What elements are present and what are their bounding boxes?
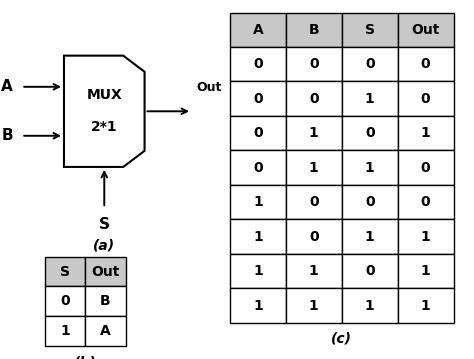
Text: 2*1: 2*1 xyxy=(91,121,118,134)
FancyBboxPatch shape xyxy=(286,116,342,150)
Text: 1: 1 xyxy=(421,230,430,243)
FancyBboxPatch shape xyxy=(286,219,342,254)
FancyBboxPatch shape xyxy=(230,254,286,288)
Text: 0: 0 xyxy=(365,264,374,278)
Text: B: B xyxy=(1,128,13,143)
FancyBboxPatch shape xyxy=(286,81,342,116)
Text: 1: 1 xyxy=(309,299,319,312)
Text: 0: 0 xyxy=(253,92,263,106)
Text: (a): (a) xyxy=(93,239,115,253)
Text: 0: 0 xyxy=(253,161,263,174)
Text: 0: 0 xyxy=(309,57,319,71)
FancyBboxPatch shape xyxy=(230,116,286,150)
FancyBboxPatch shape xyxy=(398,150,454,185)
FancyBboxPatch shape xyxy=(286,47,342,81)
Text: S: S xyxy=(60,265,70,279)
FancyBboxPatch shape xyxy=(342,13,398,47)
FancyBboxPatch shape xyxy=(342,185,398,219)
FancyBboxPatch shape xyxy=(230,47,286,81)
FancyBboxPatch shape xyxy=(230,13,286,47)
Text: 0: 0 xyxy=(365,126,374,140)
FancyBboxPatch shape xyxy=(286,288,342,323)
Text: MUX: MUX xyxy=(86,88,122,102)
FancyBboxPatch shape xyxy=(85,316,126,346)
FancyBboxPatch shape xyxy=(230,81,286,116)
Text: 1: 1 xyxy=(309,264,319,278)
FancyBboxPatch shape xyxy=(230,288,286,323)
Text: 0: 0 xyxy=(253,57,263,71)
FancyBboxPatch shape xyxy=(398,47,454,81)
FancyBboxPatch shape xyxy=(342,47,398,81)
Text: S: S xyxy=(99,217,110,232)
FancyBboxPatch shape xyxy=(230,185,286,219)
Text: (c): (c) xyxy=(331,332,352,346)
Text: 1: 1 xyxy=(309,126,319,140)
FancyBboxPatch shape xyxy=(45,257,85,286)
Text: A: A xyxy=(100,324,111,338)
Text: 0: 0 xyxy=(309,195,319,209)
Text: 1: 1 xyxy=(253,299,263,312)
Text: 1: 1 xyxy=(365,161,374,174)
FancyBboxPatch shape xyxy=(45,316,85,346)
FancyBboxPatch shape xyxy=(286,254,342,288)
FancyBboxPatch shape xyxy=(230,219,286,254)
FancyBboxPatch shape xyxy=(342,254,398,288)
FancyBboxPatch shape xyxy=(342,81,398,116)
Text: 1: 1 xyxy=(253,264,263,278)
Text: 0: 0 xyxy=(309,230,319,243)
FancyBboxPatch shape xyxy=(230,150,286,185)
FancyBboxPatch shape xyxy=(398,81,454,116)
Text: 0: 0 xyxy=(421,92,430,106)
Text: S: S xyxy=(365,23,375,37)
Text: 1: 1 xyxy=(365,299,374,312)
Text: 1: 1 xyxy=(421,299,430,312)
FancyBboxPatch shape xyxy=(398,219,454,254)
Polygon shape xyxy=(64,56,145,167)
Text: 0: 0 xyxy=(60,294,70,308)
Text: 1: 1 xyxy=(253,195,263,209)
Text: 1: 1 xyxy=(365,92,374,106)
Text: 1: 1 xyxy=(253,230,263,243)
FancyBboxPatch shape xyxy=(342,116,398,150)
FancyBboxPatch shape xyxy=(398,185,454,219)
FancyBboxPatch shape xyxy=(342,219,398,254)
FancyBboxPatch shape xyxy=(286,13,342,47)
Text: 1: 1 xyxy=(365,230,374,243)
Text: 1: 1 xyxy=(421,264,430,278)
FancyBboxPatch shape xyxy=(398,288,454,323)
Text: 0: 0 xyxy=(365,57,374,71)
Text: Out: Out xyxy=(411,23,440,37)
Text: Out: Out xyxy=(91,265,119,279)
Text: Out: Out xyxy=(197,81,222,94)
FancyBboxPatch shape xyxy=(286,185,342,219)
Text: 0: 0 xyxy=(309,92,319,106)
FancyBboxPatch shape xyxy=(398,254,454,288)
Text: 1: 1 xyxy=(309,161,319,174)
Text: (b): (b) xyxy=(74,355,97,359)
Text: 0: 0 xyxy=(421,57,430,71)
FancyBboxPatch shape xyxy=(398,116,454,150)
Text: 0: 0 xyxy=(421,195,430,209)
FancyBboxPatch shape xyxy=(85,286,126,316)
FancyBboxPatch shape xyxy=(398,13,454,47)
Text: 0: 0 xyxy=(365,195,374,209)
Text: 0: 0 xyxy=(253,126,263,140)
FancyBboxPatch shape xyxy=(342,150,398,185)
FancyBboxPatch shape xyxy=(286,150,342,185)
FancyBboxPatch shape xyxy=(85,257,126,286)
Text: B: B xyxy=(100,294,111,308)
Text: 1: 1 xyxy=(421,126,430,140)
Text: A: A xyxy=(253,23,263,37)
FancyBboxPatch shape xyxy=(45,286,85,316)
FancyBboxPatch shape xyxy=(342,288,398,323)
Text: 0: 0 xyxy=(421,161,430,174)
Text: A: A xyxy=(1,79,13,94)
Text: B: B xyxy=(309,23,319,37)
Text: 1: 1 xyxy=(60,324,70,338)
